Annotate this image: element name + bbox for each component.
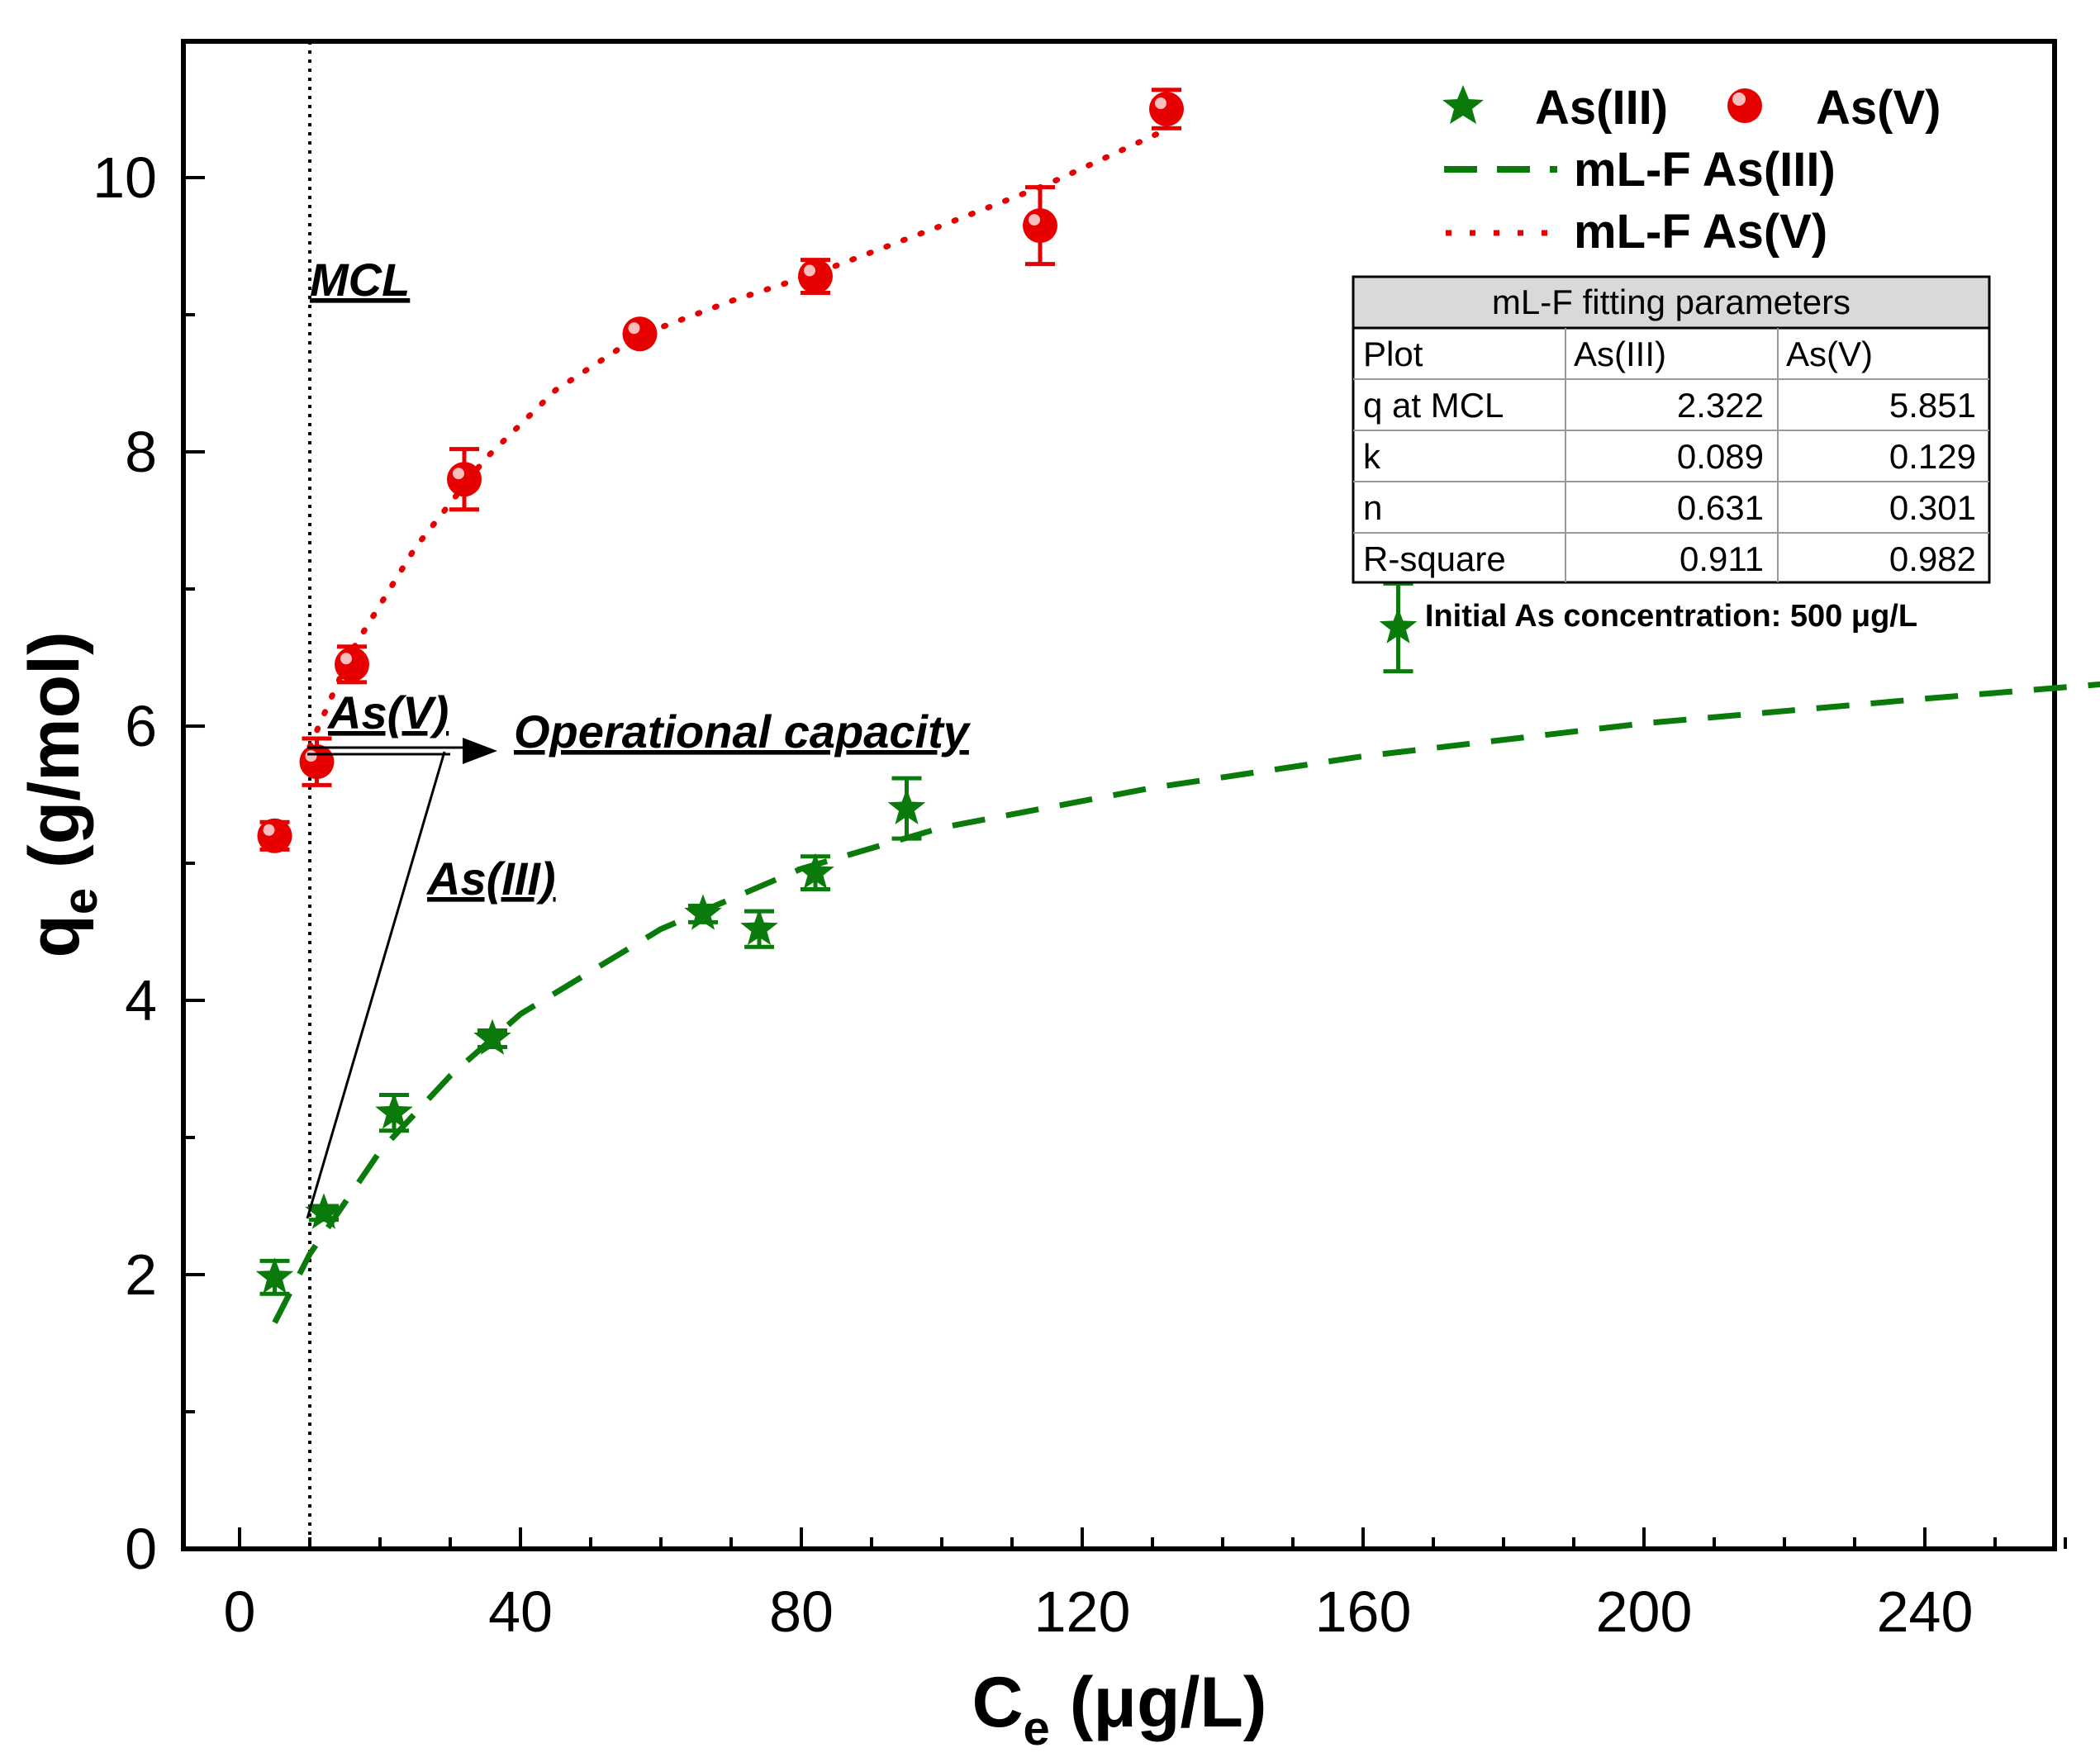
table-cell: 0.301 — [1889, 488, 1976, 527]
as-iii-point — [796, 853, 834, 889]
table-cell: 5.851 — [1889, 386, 1976, 425]
table-cell: 0.631 — [1677, 488, 1764, 527]
as-v-point-highlight — [453, 468, 464, 480]
y-tick-label: 2 — [125, 1242, 157, 1307]
as-v-point — [798, 259, 833, 294]
x-tick-label: 0 — [224, 1579, 256, 1644]
mcl-label: MCL — [310, 254, 410, 306]
y-tick-label: 8 — [125, 420, 157, 484]
y-tick-label: 6 — [125, 694, 157, 758]
as-v-point-highlight — [305, 750, 317, 762]
table-cell: 0.089 — [1677, 437, 1764, 476]
table-note: Initial As concentration: 500 μg/L — [1425, 599, 1917, 634]
as-v-point-highlight — [628, 322, 640, 335]
x-tick-label: 160 — [1315, 1579, 1412, 1644]
table-cell: q at MCL — [1363, 386, 1504, 425]
y-tick-label: 4 — [125, 968, 157, 1033]
data-points-group — [255, 92, 1418, 1294]
fit-curve-as-v — [306, 126, 1170, 750]
table-cell: R-square — [1363, 539, 1506, 578]
as-v-annotation: As(V) — [326, 686, 449, 739]
as-iii-point — [1379, 607, 1418, 644]
y-tick-label: 0 — [125, 1517, 157, 1581]
x-tick-label: 120 — [1034, 1579, 1131, 1644]
as-iii-point — [684, 894, 722, 930]
annotation-arrows — [306, 738, 497, 1219]
table-header-as-v: As(V) — [1786, 335, 1873, 373]
as-iii-annotation: As(III) — [425, 853, 556, 905]
x-tick-label: 80 — [769, 1579, 834, 1644]
as-v-point — [299, 744, 335, 780]
as-v-point-highlight — [1029, 214, 1040, 226]
table-header-plot: Plot — [1363, 335, 1423, 373]
table-cell: 0.982 — [1889, 539, 1976, 578]
as-v-point — [1023, 208, 1057, 244]
as-v-point — [622, 316, 658, 352]
as-v-point — [1149, 92, 1184, 126]
legend: As(III) As(V) mL-F As(III) mL-F As(V) — [1442, 81, 1941, 259]
table-cell: k — [1363, 437, 1381, 476]
legend-label-as-v: As(V) — [1816, 81, 1941, 135]
as-iii-point — [255, 1257, 294, 1294]
table-cell: 0.911 — [1680, 539, 1764, 578]
axis-ticks-group: 040801201602002402803200246810 — [93, 145, 2067, 1644]
plot-area — [181, 39, 2057, 1551]
table-title: mL-F fitting parameters — [1492, 283, 1851, 321]
legend-circle-highlight — [1732, 93, 1746, 106]
fit-parameter-table: mL-F fitting parameters Plot As(III) As(… — [1352, 275, 1991, 634]
table-header-as-iii: As(III) — [1574, 335, 1666, 373]
legend-star-marker — [1442, 85, 1484, 124]
as-iii-point — [740, 909, 778, 946]
y-tick-label: 10 — [93, 145, 157, 210]
x-tick-label: 240 — [1877, 1579, 1974, 1644]
x-tick-label: 40 — [488, 1579, 553, 1644]
as-v-point-highlight — [263, 824, 275, 836]
as-iii-point — [375, 1093, 413, 1129]
table-cell: 2.322 — [1677, 386, 1764, 425]
as-v-point — [447, 462, 482, 497]
as-iii-point — [887, 788, 926, 824]
as-v-point-highlight — [1155, 97, 1166, 109]
as-v-point-highlight — [340, 653, 352, 665]
as-v-point — [335, 647, 369, 682]
as-iii-point — [305, 1193, 343, 1229]
as-iii-point — [473, 1019, 511, 1055]
legend-circle-marker — [1727, 88, 1762, 123]
legend-label-fit-as-v: mL-F As(V) — [1574, 205, 1827, 259]
x-axis-title: Ce (μg/L) — [972, 1663, 1266, 1755]
y-axis-title: qe (g/mol) — [15, 631, 107, 957]
as-v-point — [257, 818, 292, 853]
legend-label-fit-as-iii: mL-F As(III) — [1574, 143, 1836, 197]
table-cell: 0.129 — [1889, 437, 1976, 476]
operational-capacity-annotation: Operational capacity — [514, 705, 972, 758]
x-tick-label: 200 — [1596, 1579, 1693, 1644]
legend-label-as-iii: As(III) — [1535, 81, 1668, 135]
as-v-point-highlight — [804, 264, 815, 277]
table-cell: n — [1363, 488, 1382, 527]
